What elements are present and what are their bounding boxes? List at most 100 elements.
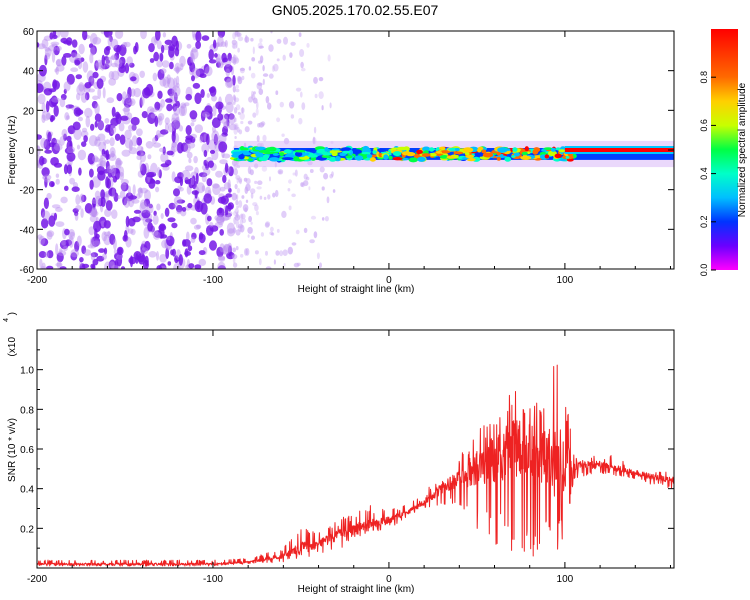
noise-blob bbox=[96, 166, 105, 174]
noise-blob bbox=[66, 146, 76, 154]
noise-blob bbox=[55, 243, 59, 256]
noise-blob bbox=[256, 135, 260, 143]
snr-content bbox=[37, 364, 674, 567]
signal-blob bbox=[239, 150, 249, 154]
noise-blob bbox=[219, 216, 225, 223]
noise-blob bbox=[111, 106, 116, 117]
signal-blob bbox=[416, 149, 423, 155]
noise-blob bbox=[287, 246, 293, 255]
noise-blob bbox=[189, 110, 198, 120]
noise-blob bbox=[222, 245, 228, 255]
noise-blob bbox=[44, 176, 48, 188]
signal-blob bbox=[462, 147, 474, 153]
noise-blob bbox=[80, 93, 88, 103]
noise-blob bbox=[250, 192, 254, 199]
noise-blob bbox=[227, 52, 232, 62]
noise-blob bbox=[120, 183, 127, 191]
noise-blob bbox=[97, 87, 102, 100]
y-tick-label: 1.0 bbox=[20, 366, 34, 377]
noise-blob bbox=[98, 248, 106, 253]
signal-blob bbox=[279, 152, 285, 157]
noise-blob bbox=[95, 136, 101, 141]
noise-blob bbox=[249, 169, 254, 176]
noise-blob bbox=[267, 194, 271, 200]
noise-blob bbox=[43, 197, 50, 210]
noise-blob bbox=[160, 99, 166, 108]
noise-blob bbox=[313, 76, 318, 84]
noise-blob bbox=[228, 166, 234, 177]
noise-blob bbox=[51, 97, 60, 103]
noise-blob bbox=[93, 157, 100, 163]
noise-blob bbox=[120, 115, 129, 121]
signal-blob bbox=[255, 151, 264, 158]
noise-blob bbox=[44, 149, 53, 154]
noise-blob bbox=[259, 38, 263, 43]
noise-blob bbox=[96, 78, 104, 89]
noise-blob bbox=[108, 153, 117, 162]
noise-blob bbox=[139, 160, 143, 172]
noise-blob bbox=[190, 52, 195, 64]
noise-blob bbox=[44, 52, 51, 60]
signal-blob bbox=[504, 156, 512, 162]
snr-multiplier-exponent: 4 bbox=[3, 318, 10, 322]
noise-blob bbox=[298, 117, 303, 125]
noise-blob bbox=[255, 108, 259, 116]
noise-blob bbox=[236, 126, 240, 133]
noise-blob bbox=[319, 262, 322, 269]
signal-blob bbox=[268, 157, 280, 162]
noise-blob bbox=[86, 70, 95, 82]
noise-blob bbox=[243, 177, 248, 182]
noise-blob bbox=[212, 183, 221, 195]
noise-blob bbox=[185, 125, 192, 136]
noise-blob bbox=[169, 61, 174, 70]
noise-blob bbox=[148, 43, 155, 53]
noise-blob bbox=[119, 172, 125, 181]
x-tick-label: 100 bbox=[557, 275, 574, 286]
noise-blob bbox=[179, 176, 184, 187]
noise-blob bbox=[150, 162, 158, 175]
noise-blob bbox=[172, 103, 178, 112]
noise-blob bbox=[271, 232, 275, 236]
noise-blob bbox=[241, 195, 245, 199]
noise-blob bbox=[178, 125, 183, 132]
noise-blob bbox=[141, 209, 151, 219]
noise-blob bbox=[255, 211, 259, 216]
noise-blob bbox=[191, 175, 196, 187]
signal-blob bbox=[428, 152, 437, 157]
noise-blob bbox=[66, 135, 72, 142]
noise-blob bbox=[84, 107, 93, 118]
noise-blob bbox=[152, 142, 162, 148]
noise-blob bbox=[143, 226, 150, 239]
noise-blob bbox=[173, 196, 182, 205]
signal-blob bbox=[532, 149, 539, 155]
noise-blob bbox=[160, 68, 167, 74]
noise-blob bbox=[212, 183, 220, 189]
noise-blob bbox=[166, 236, 171, 241]
noise-blob bbox=[217, 255, 226, 261]
noise-blob bbox=[41, 114, 46, 123]
noise-blob bbox=[119, 56, 126, 66]
noise-blob bbox=[273, 259, 276, 265]
noise-blob bbox=[237, 36, 244, 42]
noise-blob bbox=[59, 240, 69, 250]
noise-blob bbox=[247, 226, 253, 234]
noise-blob bbox=[66, 73, 75, 85]
noise-blob bbox=[48, 44, 57, 52]
noise-blob bbox=[131, 198, 140, 204]
noise-blob bbox=[92, 240, 101, 246]
noise-blob bbox=[275, 250, 280, 256]
noise-blob bbox=[116, 246, 124, 256]
noise-blob bbox=[50, 95, 58, 107]
noise-blob bbox=[39, 258, 43, 268]
noise-blob bbox=[76, 84, 86, 96]
y-tick-label: 0 bbox=[28, 146, 34, 157]
noise-blob bbox=[81, 141, 87, 148]
noise-blob bbox=[155, 186, 160, 193]
signal-blob bbox=[369, 157, 376, 162]
noise-blob bbox=[187, 202, 193, 209]
noise-blob bbox=[232, 262, 238, 268]
noise-blob bbox=[159, 52, 164, 62]
noise-blob bbox=[137, 187, 143, 194]
noise-blob bbox=[224, 93, 234, 105]
y-tick-label: 0.2 bbox=[20, 524, 34, 535]
